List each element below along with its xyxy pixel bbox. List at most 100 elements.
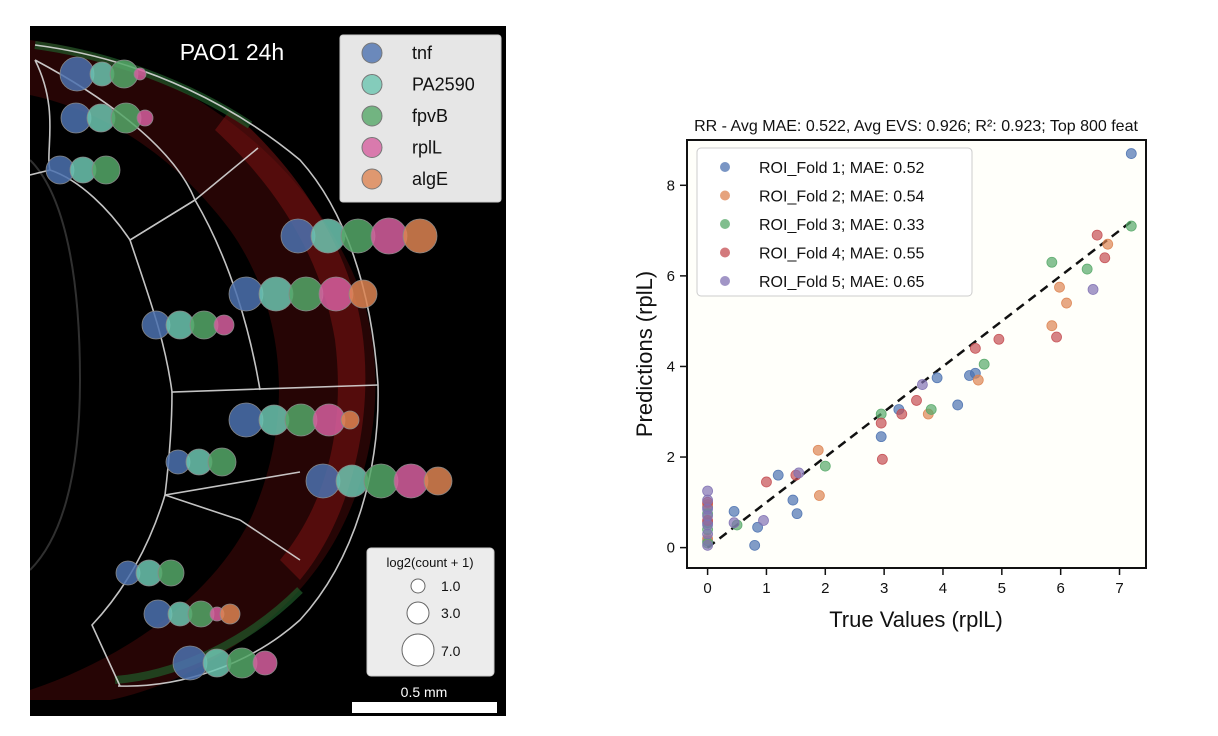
point-fold-1-4 [728, 505, 740, 517]
gene-legend-marker-rpll [361, 137, 383, 158]
y-tick-label-8: 8 [667, 177, 675, 194]
chart-legend: ROI_Fold 1; MAE: 0.52 ROI_Fold 2; MAE: 0.… [696, 147, 973, 297]
gene-legend-label-alge: algE [412, 169, 448, 189]
y-axis-label: Predictions (rplL) [632, 271, 657, 437]
tissue-title: PAO1 24h [180, 39, 284, 65]
point-fold-1-13 [952, 399, 964, 411]
x-tick-label-1: 1 [762, 580, 770, 597]
gene-legend-label-rpll: rplL [412, 138, 442, 158]
x-tick-label-2: 2 [821, 580, 829, 597]
point-fold-4-5 [875, 417, 887, 429]
point-fold-2-9 [1061, 297, 1072, 309]
tissue-image-panel: PAO1 24h tnf PA2590 fpvB rplL algE log2(coun… [30, 26, 506, 716]
point-fold-5-10 [793, 467, 805, 479]
point-fold-2-8 [1054, 281, 1065, 293]
x-tick-label-7: 7 [1115, 580, 1123, 597]
point-fold-5-7 [702, 485, 713, 497]
x-tick-label-5: 5 [998, 580, 1006, 597]
dot-roi-5-tnf [228, 276, 264, 312]
point-fold-3-11 [1125, 220, 1137, 232]
dot-roi-9-fpvb [363, 463, 399, 499]
y-tick-label-2: 2 [667, 449, 675, 466]
gene-legend-label-tnf: tnf [412, 43, 433, 63]
point-fold-4-11 [1051, 331, 1062, 343]
chart-legend-label-fold-5: ROI_Fold 5; MAE: 0.65 [759, 274, 925, 291]
dot-roi-2-tnf [60, 102, 92, 134]
dot-roi-9-rpll [393, 463, 429, 499]
point-fold-5-11 [916, 379, 928, 390]
x-tick-label-0: 0 [703, 580, 711, 597]
dot-roi-1-tnf [59, 56, 95, 92]
point-fold-1-6 [752, 521, 764, 533]
dot-roi-4-tnf [280, 218, 316, 254]
size-legend-title: log2(count + 1) [386, 555, 473, 570]
point-fold-5-12 [1087, 284, 1099, 295]
dot-roi-2-fpvb [110, 102, 142, 134]
chart-legend-marker-fold-3 [720, 219, 730, 229]
gene-legend-marker-pa2590 [361, 74, 383, 95]
point-fold-1-10 [875, 431, 887, 443]
point-fold-1-5 [749, 539, 761, 551]
point-fold-3-7 [925, 404, 937, 415]
tissue-inner-edge [30, 159, 82, 571]
dot-roi-4-pa2590 [310, 218, 346, 254]
scatter-points [702, 148, 1137, 551]
dot-roi-5-pa2590 [258, 276, 294, 312]
dot-roi-7-alge [340, 410, 360, 430]
chart-legend-label-fold-4: ROI_Fold 4; MAE: 0.55 [759, 246, 925, 263]
point-fold-3-9 [1046, 256, 1058, 268]
size-legend-value-1: 1.0 [441, 578, 461, 594]
size-legend-frame [366, 547, 495, 677]
y-tick-label-0: 0 [667, 540, 675, 557]
dot-roi-10-fpvb [157, 559, 185, 587]
dot-roi-5-alge [348, 279, 378, 309]
size-legend-value-2: 3.0 [441, 605, 461, 621]
dot-roi-11-alge [219, 603, 241, 625]
dot-roi-4-rpll [370, 217, 408, 255]
dot-roi-6-rpll [213, 314, 235, 336]
dot-roi-5-fpvb [288, 276, 324, 312]
dot-roi-12-fpvb [226, 647, 258, 679]
point-fold-4-13 [1099, 252, 1111, 264]
y-tick-label-6: 6 [667, 268, 675, 285]
x-tick-label-4: 4 [939, 580, 947, 597]
point-fold-5-3 [702, 519, 713, 531]
point-fold-4-7 [896, 408, 908, 420]
scalebar-label: 0.5 mm [401, 684, 448, 700]
dot-roi-12-tnf [172, 645, 208, 681]
point-fold-4-10 [993, 333, 1005, 345]
dot-roi-9-pa2590 [335, 464, 369, 498]
dot-roi-4-fpvb [340, 218, 376, 254]
point-fold-2-6 [972, 374, 984, 386]
point-fold-4-6 [876, 453, 888, 465]
point-fold-5-5 [702, 503, 713, 515]
size-legend: log2(count + 1) 1.0 3.0 7.0 [366, 547, 495, 677]
point-fold-2-3 [812, 444, 824, 456]
gene-legend-marker-tnf [361, 42, 383, 64]
dot-roi-7-fpvb [284, 403, 318, 437]
dot-roi-2-rpll [136, 109, 154, 127]
gene-legend-label-pa2590: PA2590 [412, 75, 475, 95]
gene-legend: tnf PA2590 fpvB rplL algE [339, 34, 502, 203]
point-fold-3-6 [875, 408, 887, 420]
dot-roi-9-alge [423, 466, 453, 496]
chart-legend-marker-fold-2 [720, 190, 730, 201]
chart-legend-frame [696, 147, 973, 297]
dot-roi-7-tnf [228, 402, 264, 438]
gene-dotplots [45, 56, 453, 681]
point-fold-1-7 [772, 469, 784, 481]
x-axis-label: True Values (rplL) [829, 607, 1003, 632]
chart-legend-marker-fold-1 [720, 162, 730, 172]
point-fold-4-3 [761, 476, 772, 488]
point-fold-2-10 [1102, 238, 1114, 250]
chart-legend-label-fold-3: ROI_Fold 3; MAE: 0.33 [759, 217, 925, 234]
point-fold-5-1 [702, 539, 713, 551]
point-fold-5-8 [728, 517, 740, 529]
gene-legend-marker-alge [361, 168, 383, 190]
gene-legend-frame [339, 34, 502, 203]
tissue-outer-red [215, 110, 366, 580]
gene-legend-marker-fpvb [361, 105, 383, 127]
point-fold-1-12 [931, 372, 943, 384]
x-tick-label-3: 3 [880, 580, 888, 597]
dot-roi-5-rpll [318, 276, 354, 312]
